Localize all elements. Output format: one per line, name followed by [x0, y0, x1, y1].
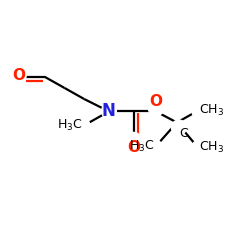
Text: CH$_3$: CH$_3$: [199, 140, 224, 155]
Text: O: O: [150, 94, 162, 109]
Circle shape: [75, 118, 90, 133]
Text: O: O: [127, 140, 140, 155]
Circle shape: [192, 140, 206, 155]
Circle shape: [102, 104, 116, 118]
Circle shape: [126, 132, 141, 147]
Circle shape: [147, 139, 162, 154]
Circle shape: [192, 103, 206, 118]
Text: H$_3$C: H$_3$C: [128, 139, 154, 154]
Text: CH$_3$: CH$_3$: [199, 103, 224, 118]
Text: O: O: [12, 68, 25, 83]
Circle shape: [11, 68, 26, 83]
Circle shape: [172, 120, 186, 135]
Text: C: C: [179, 128, 188, 140]
Text: H$_3$C: H$_3$C: [57, 118, 82, 133]
Text: N: N: [102, 102, 116, 120]
Circle shape: [148, 101, 163, 116]
